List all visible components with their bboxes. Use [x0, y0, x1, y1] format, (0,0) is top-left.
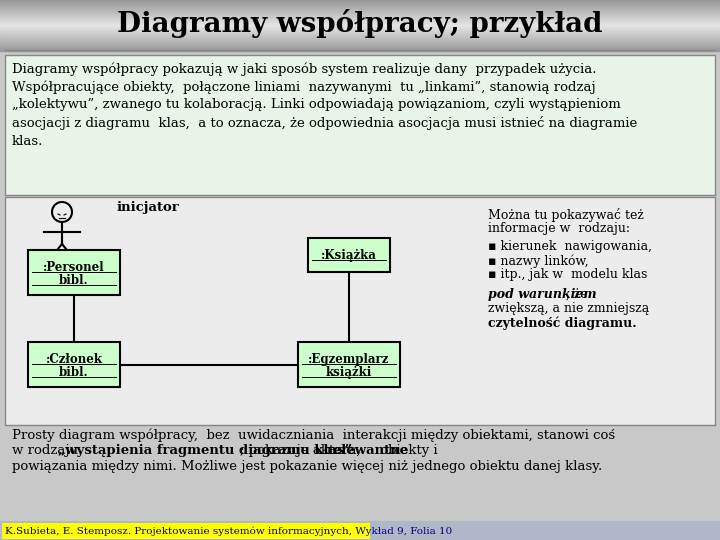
- Bar: [0, 1, 720, 2]
- Text: czytelność diagramu.: czytelność diagramu.: [488, 316, 636, 329]
- Text: ; pokazuje aktora,: ; pokazuje aktora,: [240, 444, 365, 457]
- Bar: [0, 21, 720, 22]
- Bar: [28, 250, 120, 295]
- Bar: [0, 9, 720, 10]
- Text: informacje w  rodzaju:: informacje w rodzaju:: [488, 222, 630, 235]
- Text: , że: , że: [566, 288, 588, 301]
- Bar: [0, 38, 720, 39]
- Bar: [5, 197, 715, 425]
- Bar: [0, 2, 720, 3]
- Bar: [0, 29, 720, 30]
- Bar: [0, 27, 720, 28]
- Text: Diagramy współpracy; przykład: Diagramy współpracy; przykład: [117, 10, 603, 38]
- Text: ▪ itp., jak w  modelu klas: ▪ itp., jak w modelu klas: [488, 268, 647, 281]
- Bar: [0, 37, 720, 38]
- Text: :Personel: :Personel: [43, 261, 105, 274]
- Bar: [0, 50, 720, 51]
- Bar: [0, 35, 720, 36]
- Bar: [0, 521, 720, 540]
- Bar: [0, 36, 720, 37]
- Bar: [28, 342, 120, 387]
- Bar: [0, 12, 720, 13]
- Bar: [0, 24, 720, 25]
- Bar: [0, 3, 720, 4]
- Bar: [0, 17, 720, 18]
- Text: zwiększą, a nie zmniejszą: zwiększą, a nie zmniejszą: [488, 302, 649, 315]
- Bar: [0, 23, 720, 24]
- Text: bibl.: bibl.: [59, 274, 89, 287]
- Bar: [0, 7, 720, 8]
- Bar: [0, 41, 720, 42]
- Bar: [5, 55, 715, 195]
- Bar: [308, 238, 390, 272]
- Text: obiekty i: obiekty i: [377, 444, 438, 457]
- Bar: [0, 44, 720, 45]
- Text: ▪ nazwy linków,: ▪ nazwy linków,: [488, 254, 589, 267]
- Text: książki: książki: [326, 366, 372, 379]
- Bar: [0, 49, 720, 50]
- Bar: [0, 30, 720, 31]
- Bar: [0, 32, 720, 33]
- Bar: [0, 0, 720, 1]
- Bar: [0, 16, 720, 17]
- Bar: [0, 6, 720, 7]
- Bar: [0, 47, 720, 48]
- Bar: [0, 25, 720, 26]
- Bar: [0, 22, 720, 23]
- Bar: [0, 8, 720, 9]
- Bar: [0, 26, 720, 27]
- Bar: [0, 45, 720, 46]
- Text: :Książka: :Książka: [321, 248, 377, 261]
- Bar: [0, 4, 720, 5]
- Bar: [0, 48, 720, 49]
- Bar: [0, 5, 720, 6]
- Text: „wystąpienia fragmentu diagramu klas”: „wystąpienia fragmentu diagramu klas”: [58, 444, 352, 457]
- Bar: [0, 19, 720, 20]
- Bar: [298, 342, 400, 387]
- Bar: [0, 39, 720, 40]
- Text: powiązania między nimi. Możliwe jest pokazanie więcej niż jednego obiektu danej : powiązania między nimi. Możliwe jest pok…: [12, 460, 602, 473]
- Bar: [0, 10, 720, 11]
- Text: Diagramy współpracy pokazują w jaki sposób system realizuje dany  przypadek użyc: Diagramy współpracy pokazują w jaki spos…: [12, 62, 637, 147]
- Bar: [0, 14, 720, 15]
- Bar: [0, 33, 720, 34]
- Text: :Członek: :Członek: [45, 353, 102, 366]
- Text: Można tu pokazywać też: Można tu pokazywać też: [488, 208, 644, 222]
- Text: :Egzemplarz: :Egzemplarz: [308, 353, 390, 366]
- Bar: [0, 20, 720, 21]
- Bar: [0, 43, 720, 44]
- Bar: [0, 18, 720, 19]
- Text: relewantne: relewantne: [327, 444, 409, 457]
- Bar: [0, 46, 720, 47]
- Bar: [0, 28, 720, 29]
- Bar: [0, 13, 720, 14]
- Bar: [2, 523, 370, 539]
- Text: K.Subieta, E. Stemposz. Projektowanie systemów informacyjnych, Wykład 9, Folia 1: K.Subieta, E. Stemposz. Projektowanie sy…: [5, 526, 452, 536]
- Bar: [0, 15, 720, 16]
- Bar: [0, 42, 720, 43]
- Text: w rodzaju: w rodzaju: [12, 444, 82, 457]
- Bar: [0, 31, 720, 32]
- Text: Prosty diagram współpracy,  bez  uwidaczniania  interakcji między obiektami, sta: Prosty diagram współpracy, bez uwidaczni…: [12, 428, 615, 442]
- Text: bibl.: bibl.: [59, 366, 89, 379]
- Text: inicjator: inicjator: [117, 200, 180, 213]
- Bar: [0, 40, 720, 41]
- Bar: [0, 34, 720, 35]
- Text: pod warunkiem: pod warunkiem: [488, 288, 597, 301]
- Text: ▪ kierunek  nawigowania,: ▪ kierunek nawigowania,: [488, 240, 652, 253]
- Bar: [0, 11, 720, 12]
